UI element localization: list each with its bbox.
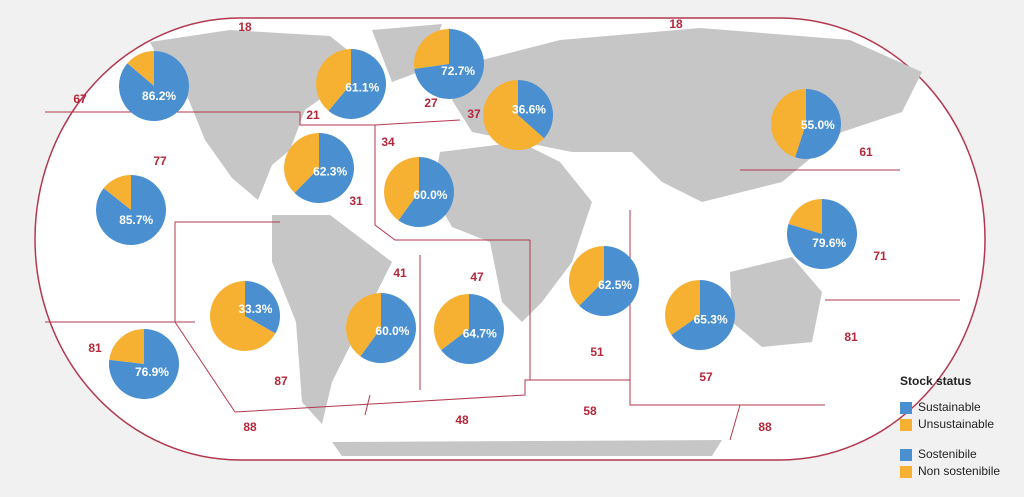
- pie-slice-sustainable: [109, 329, 180, 399]
- pie-label: 60.0%: [375, 324, 409, 338]
- pie-slice-sustainable: [95, 175, 166, 245]
- pie-slice-sustainable: [328, 49, 386, 120]
- pie-slice-unsustainable: [210, 281, 276, 352]
- pie-label: 86.2%: [142, 89, 176, 103]
- area-code: 67: [73, 92, 87, 106]
- pie-label: 85.7%: [119, 213, 153, 227]
- pie-slice-sustainable: [795, 89, 841, 159]
- area-code: 71: [873, 249, 887, 263]
- legend-label: Unsustainable: [918, 417, 994, 431]
- pie-slice-sustainable: [518, 80, 553, 139]
- legend-label: Sostenibile: [918, 447, 977, 461]
- pie-label: 61.1%: [345, 80, 379, 94]
- area-code: 18: [238, 20, 252, 34]
- pie: 60.0%: [383, 157, 454, 227]
- pie: 65.3%: [664, 280, 735, 350]
- pie: 55.0%: [771, 89, 841, 159]
- pie-label: 55.0%: [801, 118, 835, 132]
- pie: 61.1%: [315, 49, 386, 120]
- area-code: 21: [306, 108, 320, 122]
- pie-label: 65.3%: [694, 313, 728, 327]
- pie-label: 36.6%: [512, 102, 546, 116]
- pie: 60.0%: [346, 293, 416, 363]
- pie-slice-sustainable: [671, 280, 735, 350]
- area-code: 61: [859, 145, 873, 159]
- area-code: 47: [470, 270, 484, 284]
- pie-slice-unsustainable: [788, 199, 822, 234]
- pie-slice-unsustainable: [383, 157, 419, 221]
- area-code: 81: [844, 330, 858, 344]
- legend-swatch: [900, 449, 912, 461]
- legend-title: Stock status: [900, 374, 972, 388]
- area-code: 57: [699, 370, 713, 384]
- pie-slice-sustainable: [360, 293, 416, 363]
- pie-label: 62.5%: [598, 278, 632, 292]
- pie-slice-unsustainable: [569, 246, 604, 306]
- pie-slice-unsustainable: [413, 29, 449, 70]
- pie-label: 33.3%: [238, 302, 272, 316]
- legend-swatch: [900, 466, 912, 478]
- pie-slice-sustainable: [119, 51, 189, 121]
- pie-slice-sustainable: [579, 246, 640, 316]
- area-code: 27: [424, 96, 438, 110]
- legend-swatch: [900, 402, 912, 414]
- area-code: 18: [669, 17, 683, 31]
- pie-slice-unsustainable: [127, 51, 154, 86]
- pie: 86.2%: [119, 51, 189, 121]
- pie-slice-sustainable: [245, 281, 280, 334]
- pie-slice-unsustainable: [284, 133, 319, 194]
- area-code: 88: [243, 420, 257, 434]
- area-code: 34: [381, 135, 395, 149]
- pie-slice-sustainable: [441, 294, 504, 364]
- pie: 64.7%: [434, 294, 504, 364]
- pie: 79.6%: [786, 199, 858, 269]
- pie: 72.7%: [413, 29, 485, 100]
- pie-label: 79.6%: [812, 236, 846, 250]
- area-code: 58: [583, 404, 597, 418]
- land: [150, 24, 922, 456]
- pie-slice-unsustainable: [482, 80, 545, 151]
- pie: 76.9%: [109, 329, 180, 399]
- legend: Stock status Sustainable Unsustainable Sos…: [900, 374, 1000, 478]
- pie: 62.3%: [284, 133, 354, 203]
- area-code: 81: [88, 341, 102, 355]
- pie: 36.6%: [482, 80, 553, 151]
- area-code: 77: [153, 154, 167, 168]
- area-code: 87: [274, 374, 288, 388]
- pie-slice-sustainable: [786, 199, 858, 269]
- pie: 62.5%: [569, 246, 640, 316]
- pie-label: 64.7%: [463, 327, 497, 341]
- pie-label: 72.7%: [441, 64, 475, 78]
- pie-slice-unsustainable: [103, 175, 131, 210]
- pie-slice-sustainable: [398, 157, 454, 227]
- area-code: 51: [590, 345, 604, 359]
- legend-label: Sustainable: [918, 400, 981, 414]
- pie-slice-sustainable: [294, 133, 354, 203]
- pie: 85.7%: [95, 175, 166, 245]
- area-code: 88: [758, 420, 772, 434]
- area-code: 48: [455, 413, 469, 427]
- pie-slice-sustainable: [414, 29, 485, 100]
- pie-slice-unsustainable: [771, 89, 806, 158]
- pie-slice-unsustainable: [434, 294, 469, 351]
- pie-label: 76.9%: [135, 365, 169, 379]
- area-code: 37: [467, 107, 481, 121]
- legend-swatch: [900, 419, 912, 431]
- pie-label: 60.0%: [413, 188, 447, 202]
- area-code: 31: [349, 194, 363, 208]
- area-code: 41: [393, 266, 407, 280]
- pie: 33.3%: [210, 281, 280, 352]
- legend-label: Non sostenibile: [918, 464, 1000, 478]
- pie-slice-unsustainable: [109, 329, 144, 364]
- pie-label: 62.3%: [313, 165, 347, 179]
- pie-slice-unsustainable: [664, 280, 700, 336]
- pie-slice-unsustainable: [315, 49, 351, 111]
- pie-slice-unsustainable: [346, 293, 381, 357]
